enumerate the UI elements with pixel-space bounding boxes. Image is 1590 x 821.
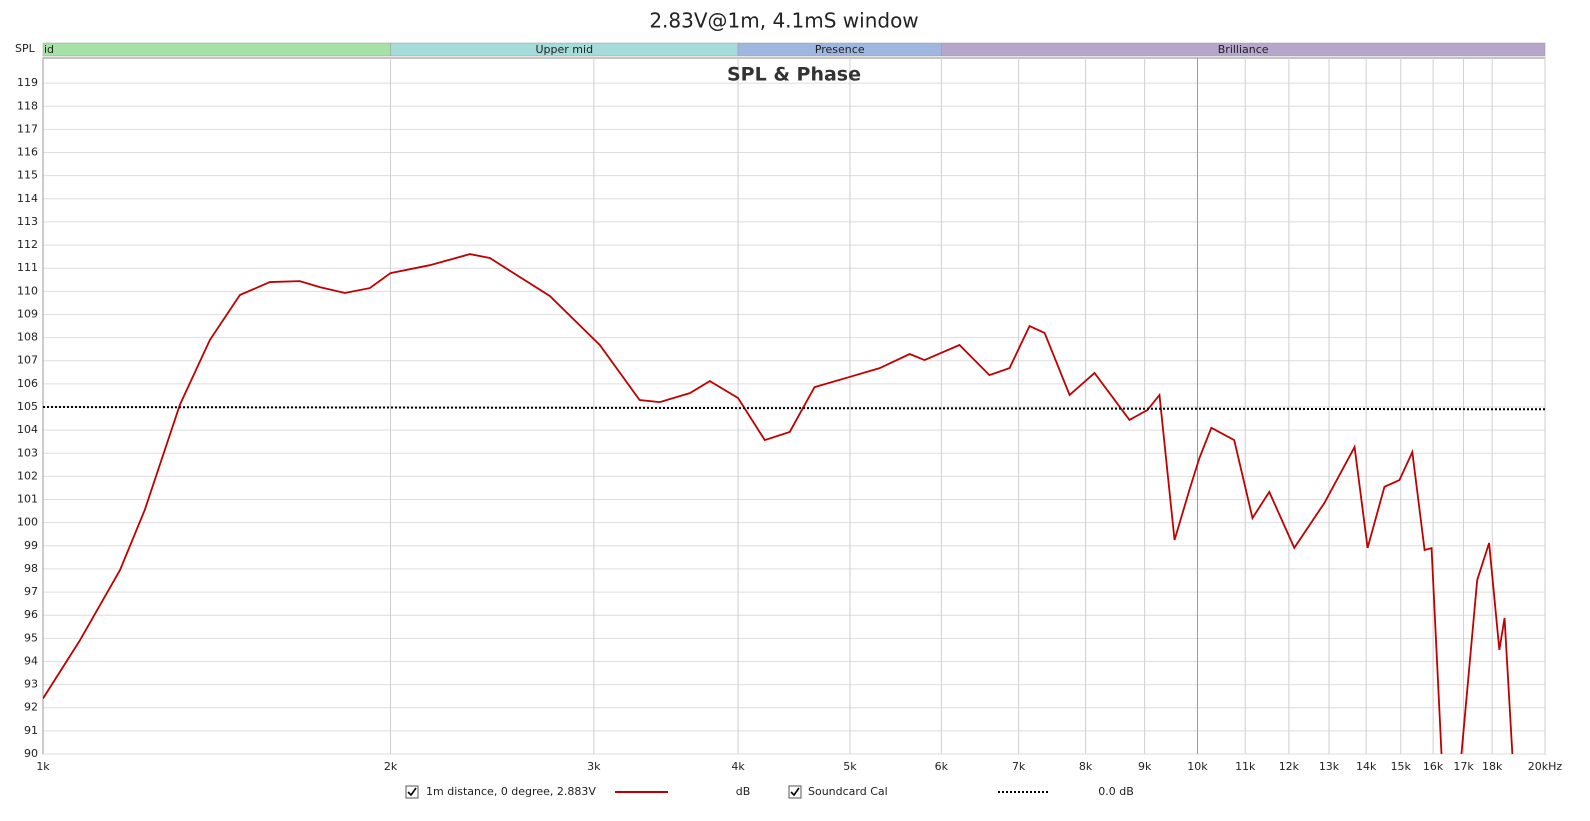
- y-tick-label: 118: [17, 99, 38, 112]
- y-tick-label: 95: [24, 631, 38, 644]
- legend-label: 1m distance, 0 degree, 2.883V: [426, 785, 596, 798]
- x-tick-label: 20kHz: [1528, 760, 1563, 773]
- x-tick-label: 1k: [36, 760, 50, 773]
- x-tick-label: 11k: [1235, 760, 1256, 773]
- y-tick-label: 101: [17, 493, 38, 506]
- band-label: Brilliance: [1218, 43, 1269, 56]
- y-tick-label: 94: [24, 654, 38, 667]
- grid: 90 91 92 93 94 95 96 97 98 99 100 101 102 103 104 105 10…: [17, 58, 1562, 773]
- band: [941, 42, 1546, 57]
- y-tick-label: 107: [17, 354, 38, 367]
- y-tick-label: 93: [24, 678, 38, 691]
- plot-area: [42, 57, 1546, 755]
- y-tick-label: 111: [17, 261, 38, 274]
- y-tick-label: 98: [24, 562, 38, 575]
- y-tick-label: 102: [17, 469, 38, 482]
- y-tick-label: 104: [17, 423, 38, 436]
- legend-checkbox[interactable]: [788, 785, 802, 799]
- y-tick-label: 91: [24, 724, 38, 737]
- y-tick-label: 106: [17, 377, 38, 390]
- x-tick-label: 2k: [384, 760, 398, 773]
- chart-subtitle: SPL & Phase: [727, 64, 861, 86]
- x-tick-label: 18k: [1482, 760, 1503, 773]
- x-tick-label: 5k: [843, 760, 857, 773]
- y-axis-label: SPL: [15, 42, 36, 55]
- y-tick-label: 113: [17, 215, 38, 228]
- response-curve: [43, 253, 1514, 754]
- y-tick-label: 117: [17, 122, 38, 135]
- y-tick-label: 90: [24, 747, 38, 760]
- x-tick-label: 17k: [1453, 760, 1474, 773]
- y-tick-label: 99: [24, 539, 38, 552]
- y-tick-label: 112: [17, 238, 38, 251]
- x-tick-label: 8k: [1079, 760, 1093, 773]
- y-tick-label: 116: [17, 146, 38, 159]
- legend-check[interactable]: [790, 787, 800, 797]
- legend-check[interactable]: [407, 787, 417, 797]
- y-tick-label: 115: [17, 169, 38, 182]
- y-tick-label: 103: [17, 446, 38, 459]
- x-tick-label: 13k: [1319, 760, 1340, 773]
- x-tick-label: 10k: [1187, 760, 1208, 773]
- y-tick-label: 119: [17, 76, 38, 89]
- y-tick-label: 109: [17, 307, 38, 320]
- y-tick-label: 105: [17, 400, 38, 413]
- y-tick-label: 108: [17, 331, 38, 344]
- x-tick-label: 7k: [1012, 760, 1026, 773]
- y-tick-label: 114: [17, 192, 38, 205]
- band: [42, 42, 391, 57]
- legend-unit: dB: [736, 785, 751, 798]
- x-tick-label: 4k: [731, 760, 745, 773]
- y-tick-label: 100: [17, 516, 38, 529]
- x-tick-label: 12k: [1279, 760, 1300, 773]
- legend-label: Soundcard Cal: [808, 785, 888, 798]
- y-tick-label: 97: [24, 585, 38, 598]
- y-tick-label: 110: [17, 284, 38, 297]
- legend: 1m distance, 0 degree, 2.883V dB Soundcard…: [405, 785, 1134, 799]
- band-label: Presence: [815, 43, 865, 56]
- y-tick-label: 92: [24, 701, 38, 714]
- chart-title: 2.83V@1m, 4.1mS window: [649, 9, 918, 33]
- x-tick-label: 15k: [1391, 760, 1412, 773]
- band-label: Upper mid: [536, 43, 594, 56]
- x-tick-label: 9k: [1138, 760, 1152, 773]
- x-tick-label: 3k: [587, 760, 601, 773]
- band-label: id: [44, 43, 54, 56]
- legend-checkbox[interactable]: [405, 785, 419, 799]
- y-tick-label: 96: [24, 608, 38, 621]
- band-bar: id Upper mid Presence Brilliance: [42, 42, 1546, 57]
- x-tick-label: 14k: [1356, 760, 1377, 773]
- x-tick-label: 6k: [935, 760, 949, 773]
- lines: [43, 253, 1545, 754]
- legend-unit: 0.0 dB: [1098, 785, 1134, 798]
- x-tick-label: 16k: [1423, 760, 1444, 773]
